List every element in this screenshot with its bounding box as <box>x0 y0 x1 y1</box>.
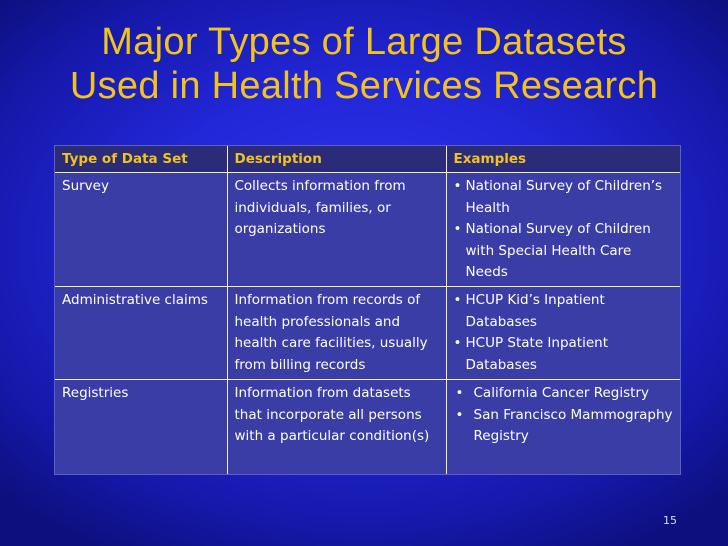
cell-type: Registries <box>55 379 228 474</box>
header-description: Description <box>227 146 447 173</box>
table-header-row: Type of Data Set Description Examples <box>55 146 680 173</box>
header-type-of-data-set: Type of Data Set <box>55 146 228 173</box>
list-item: HCUP Kid’s Inpatient Databases <box>454 290 677 333</box>
list-item: California Cancer Registry <box>454 383 677 405</box>
slide-title-line-2: Used in Health Services Research <box>69 65 659 107</box>
list-item: San Francisco Mammography Registry <box>454 405 677 448</box>
cell-description: Information from datasets that incorpora… <box>227 379 447 474</box>
list-item: HCUP State Inpatient Databases <box>454 333 677 376</box>
slide-title-line-1: Major Types of Large Datasets <box>101 21 627 63</box>
datasets-table: Type of Data Set Description Examples Su… <box>54 145 681 475</box>
examples-list: National Survey of Children’s Health Nat… <box>454 176 677 284</box>
cell-description: Information from records of health profe… <box>227 286 447 380</box>
cell-examples: National Survey of Children’s Health Nat… <box>446 172 680 287</box>
cell-examples: California Cancer Registry San Francisco… <box>446 379 680 474</box>
table-row: Survey Collects information from individ… <box>55 172 680 287</box>
list-item: National Survey of Children’s Health <box>454 176 677 219</box>
table-row: Registries Information from datasets tha… <box>55 379 680 474</box>
cell-type: Administrative claims <box>55 286 228 380</box>
table-row: Administrative claims Information from r… <box>55 286 680 380</box>
examples-list: California Cancer Registry San Francisco… <box>454 383 677 448</box>
cell-description: Collects information from individuals, f… <box>227 172 447 287</box>
cell-examples: HCUP Kid’s Inpatient Databases HCUP Stat… <box>446 286 680 380</box>
examples-list: HCUP Kid’s Inpatient Databases HCUP Stat… <box>454 290 677 376</box>
slide-title: Major Types of Large Datasets Used in He… <box>0 20 728 108</box>
list-item: National Survey of Children with Special… <box>454 219 677 284</box>
header-examples: Examples <box>446 146 680 173</box>
slide-number: 15 <box>663 514 677 527</box>
cell-type: Survey <box>55 172 228 287</box>
